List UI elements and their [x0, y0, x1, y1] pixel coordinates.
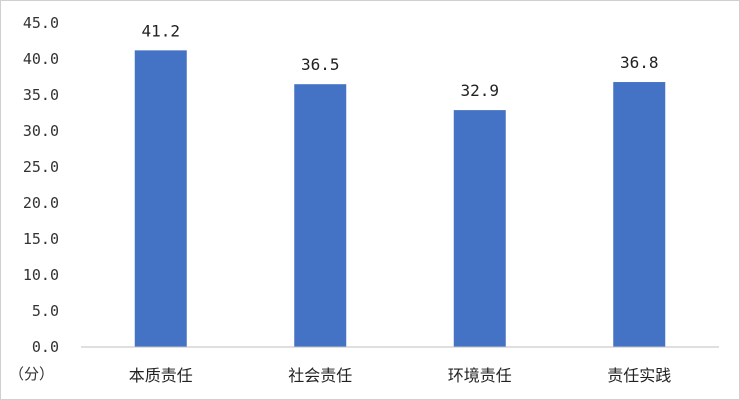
data-label: 36.5: [301, 55, 340, 74]
bar: [294, 84, 347, 347]
y-tick-label: 20.0: [23, 194, 59, 212]
x-tick-label: 责任实践: [607, 366, 671, 385]
data-label: 32.9: [460, 81, 499, 100]
bar: [613, 82, 666, 347]
bar: [134, 50, 187, 348]
y-tick-label: 30.0: [23, 122, 59, 140]
y-tick-label: 5.0: [32, 302, 59, 320]
y-axis-ticks: 0.0 5.0 10.0 15.0 20.0 25.0 30.0 35.0 40.0 45.0: [23, 14, 59, 356]
data-label: 41.2: [141, 21, 180, 40]
unit-label: （分）: [9, 365, 54, 383]
y-tick-label: 40.0: [23, 50, 59, 68]
y-tick-label: 45.0: [23, 14, 59, 32]
data-label: 36.8: [620, 53, 659, 72]
y-tick-label: 35.0: [23, 86, 59, 104]
x-tick-label: 社会责任: [288, 366, 352, 385]
x-tick-label: 环境责任: [448, 366, 512, 385]
x-axis-ticks: 本质责任 社会责任 环境责任 责任实践: [129, 366, 672, 385]
data-labels: 41.2 36.5 32.9 36.8: [141, 21, 658, 100]
y-tick-label: 10.0: [23, 266, 59, 284]
y-tick-label: 0.0: [32, 338, 59, 356]
bar-series: [134, 50, 666, 348]
y-tick-label: 25.0: [23, 158, 59, 176]
x-tick-label: 本质责任: [129, 366, 193, 385]
bar: [453, 110, 506, 348]
y-tick-label: 15.0: [23, 230, 59, 248]
